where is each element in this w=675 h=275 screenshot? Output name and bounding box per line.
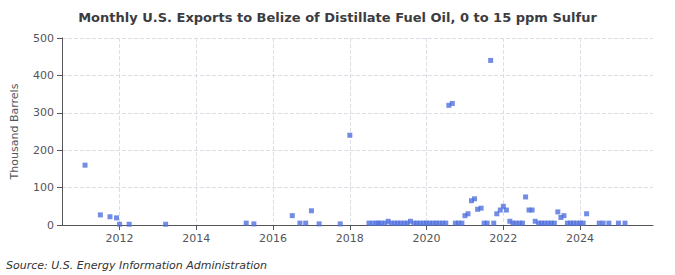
svg-text:200: 200: [33, 144, 54, 157]
svg-text:300: 300: [33, 106, 54, 119]
svg-text:0: 0: [47, 219, 54, 232]
svg-text:Source: U.S. Energy Informatio: Source: U.S. Energy Information Administ…: [6, 259, 267, 272]
svg-text:Monthly U.S. Exports to Belize: Monthly U.S. Exports to Belize of Distil…: [78, 10, 597, 25]
svg-text:400: 400: [33, 69, 54, 82]
svg-text:100: 100: [33, 181, 54, 194]
svg-text:500: 500: [33, 32, 54, 45]
svg-text:2016: 2016: [259, 232, 287, 245]
svg-text:2014: 2014: [182, 232, 210, 245]
svg-text:2018: 2018: [336, 232, 364, 245]
svg-text:Thousand Barrels: Thousand Barrels: [8, 83, 21, 180]
svg-text:2012: 2012: [106, 232, 134, 245]
svg-text:2024: 2024: [566, 232, 594, 245]
svg-text:2020: 2020: [413, 232, 441, 245]
svg-text:2022: 2022: [489, 232, 517, 245]
